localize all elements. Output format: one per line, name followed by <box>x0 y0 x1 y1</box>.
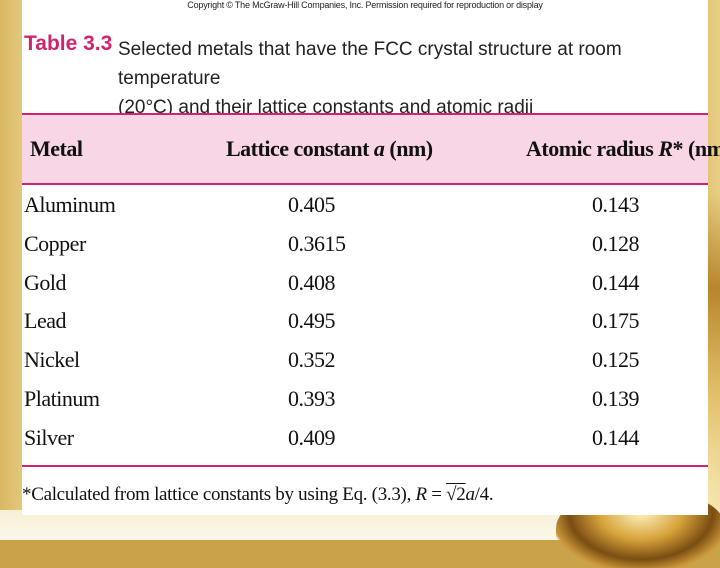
table-row: Platinum 0.393 0.139 <box>22 386 708 425</box>
cell-lattice-constant: 0.352 <box>288 347 336 373</box>
table-body: Aluminum 0.405 0.143 Copper 0.3615 0.128… <box>22 192 708 464</box>
footnote-tail: /4. <box>474 484 494 505</box>
cell-metal: Copper <box>24 230 86 256</box>
table-row: Lead 0.495 0.175 <box>22 308 708 347</box>
copyright-notice: Copyright © The McGraw-Hill Companies, I… <box>187 0 543 10</box>
cell-metal: Silver <box>24 424 74 450</box>
table-row: Nickel 0.352 0.125 <box>22 347 708 386</box>
table-row: Silver 0.409 0.144 <box>22 425 708 464</box>
table-image: Copyright © The McGraw-Hill Companies, I… <box>22 0 720 515</box>
caption-line-2: (20°C) and their lattice constants and a… <box>118 97 534 118</box>
radius-header-unit: * (nm) <box>672 136 720 161</box>
footnote-text: *Calculated from lattice constants by us… <box>22 484 416 505</box>
cell-metal: Platinum <box>24 385 100 411</box>
cell-metal: Aluminum <box>24 192 116 217</box>
table-number: Table 3.3 <box>24 32 113 55</box>
lattice-header-label: Lattice constant <box>226 136 374 161</box>
cell-atomic-radius: 0.128 <box>592 230 640 256</box>
column-header-metal: Metal <box>30 136 83 161</box>
cell-atomic-radius: 0.143 <box>592 192 640 217</box>
footnote-sqrt: √2 <box>446 484 466 505</box>
header-band <box>22 115 708 183</box>
footnote-variable-a: a <box>465 484 475 505</box>
cell-metal: Nickel <box>24 347 80 373</box>
cell-atomic-radius: 0.144 <box>592 424 640 450</box>
cell-atomic-radius: 0.139 <box>592 385 640 411</box>
lattice-header-unit: (nm) <box>384 136 433 161</box>
cell-lattice-constant: 0.393 <box>288 385 336 411</box>
footnote-variable-r: R <box>415 484 428 505</box>
footnote-equals: = <box>426 484 447 505</box>
top-rule <box>22 113 708 115</box>
cell-atomic-radius: 0.175 <box>592 308 640 334</box>
table-row: Gold 0.408 0.144 <box>22 270 708 309</box>
radius-header-variable: R <box>658 136 673 161</box>
bottom-rule <box>22 465 708 467</box>
cell-metal: Gold <box>24 269 67 295</box>
caption-line-1: Selected metals that have the FCC crysta… <box>118 39 622 89</box>
radius-header-label: Atomic radius <box>526 136 659 161</box>
table-footnote: *Calculated from lattice constants by us… <box>22 484 494 506</box>
lattice-header-variable: a <box>373 136 385 161</box>
cell-lattice-constant: 0.405 <box>288 192 336 217</box>
cell-metal: Lead <box>24 308 66 334</box>
cell-lattice-constant: 0.3615 <box>288 230 346 256</box>
cell-atomic-radius: 0.144 <box>592 269 640 295</box>
header-rule <box>22 183 708 185</box>
column-header-atomic-radius: Atomic radius R* (nm) <box>526 136 720 162</box>
table-caption: Selected metals that have the FCC crysta… <box>118 35 688 122</box>
table-row: Copper 0.3615 0.128 <box>22 231 708 270</box>
table-row: Aluminum 0.405 0.143 <box>22 192 708 231</box>
cell-lattice-constant: 0.409 <box>288 424 336 450</box>
cell-atomic-radius: 0.125 <box>592 347 640 373</box>
column-header-lattice-constant: Lattice constant a (nm) <box>226 136 433 162</box>
cell-lattice-constant: 0.408 <box>288 269 336 295</box>
cell-lattice-constant: 0.495 <box>288 308 336 334</box>
